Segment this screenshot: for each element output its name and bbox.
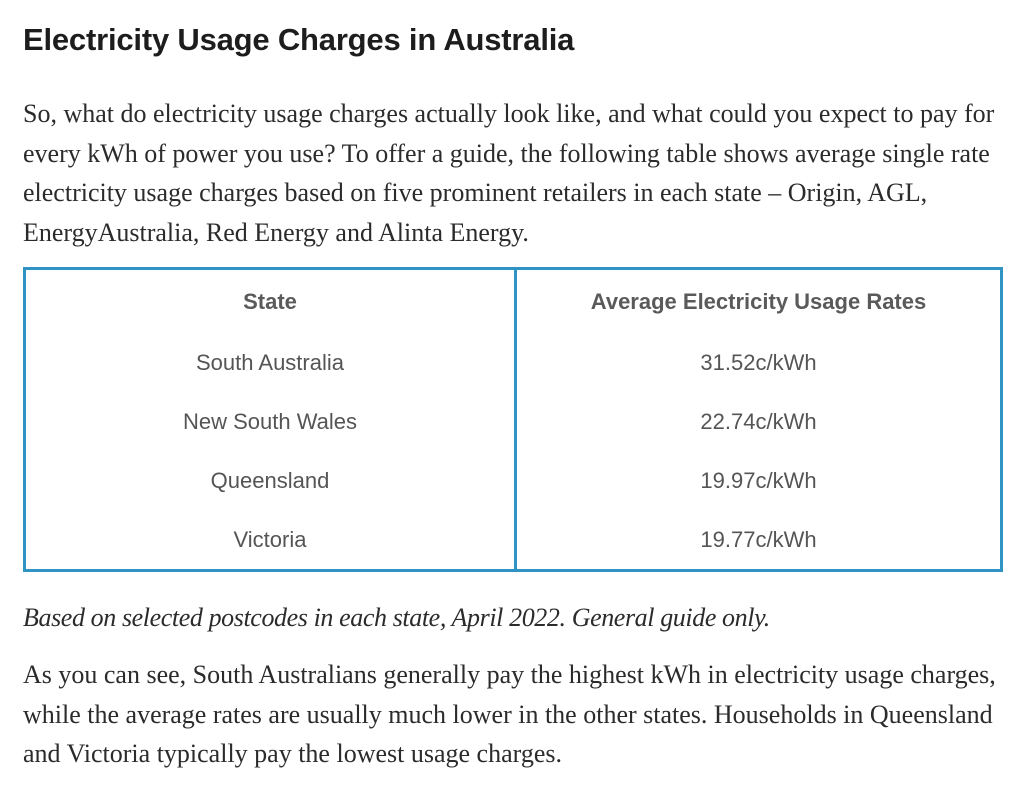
table-row: Queensland 19.97c/kWh [24,451,1002,510]
usage-rates-table: State Average Electricity Usage Rates So… [23,267,1003,572]
state-cell: Victoria [24,510,517,571]
state-cell: Queensland [24,451,517,510]
rate-column-header: Average Electricity Usage Rates [590,288,927,314]
table-header-row: State Average Electricity Usage Rates [24,268,1002,333]
state-cell: New South Wales [24,392,517,451]
rate-cell: 31.52c/kWh [700,349,817,375]
conclusion-paragraph: As you can see, South Australians genera… [23,660,996,768]
rate-cell: 19.77c/kWh [700,526,817,552]
page-title: Electricity Usage Charges in Australia [23,22,575,57]
rate-cell: 19.97c/kWh [700,467,817,493]
table-row: New South Wales 22.74c/kWh [24,392,1002,451]
table-row: South Australia 31.52c/kWh [24,333,1002,392]
table-row: Victoria 19.77c/kWh [24,510,1002,571]
state-cell: South Australia [24,333,517,392]
rate-cell: 22.74c/kWh [700,408,817,434]
table-caption: Based on selected postcodes in each stat… [23,603,770,632]
state-column-header: State [24,268,517,333]
intro-paragraph: So, what do electricity usage charges ac… [23,99,995,247]
